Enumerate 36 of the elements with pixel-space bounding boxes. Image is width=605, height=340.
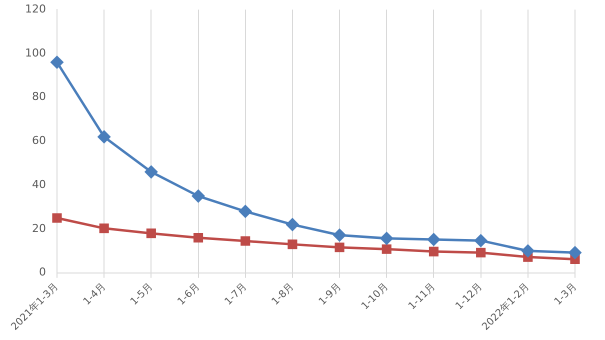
point	[193, 232, 204, 243]
x-tick-label: 1-7月	[222, 281, 250, 308]
point	[98, 130, 110, 144]
point	[240, 236, 250, 246]
point	[52, 213, 62, 223]
point	[239, 205, 252, 218]
point	[288, 240, 298, 250]
point	[382, 244, 392, 254]
x-tick-label: 1-3月	[552, 281, 579, 308]
y-tick-label: 100	[24, 46, 46, 60]
y-tick-label: 120	[24, 2, 46, 16]
x-tick-label: 1-4月	[82, 281, 108, 308]
point	[568, 246, 582, 259]
point	[522, 244, 534, 258]
point	[334, 242, 344, 252]
point	[146, 228, 156, 238]
point	[428, 246, 439, 256]
point	[144, 166, 158, 178]
y-tick-label: 60	[32, 134, 46, 148]
x-tick-label: 1-8月	[270, 281, 296, 308]
x-tick-label: 1-5月	[128, 281, 156, 308]
point	[286, 218, 299, 231]
point	[476, 248, 486, 258]
point	[380, 232, 393, 245]
y-tick-label: 0	[38, 266, 46, 279]
point	[192, 190, 205, 202]
point	[427, 233, 440, 246]
point	[474, 234, 488, 247]
y-tick-label: 20	[32, 222, 46, 235]
x-tick-label: 1-9月	[317, 281, 344, 308]
point	[333, 228, 346, 242]
y-tick-label: 40	[32, 178, 46, 191]
point	[99, 224, 109, 234]
y-tick-label: 80	[32, 90, 46, 104]
point	[50, 56, 64, 68]
x-tick-label: 1-6月	[176, 281, 202, 308]
